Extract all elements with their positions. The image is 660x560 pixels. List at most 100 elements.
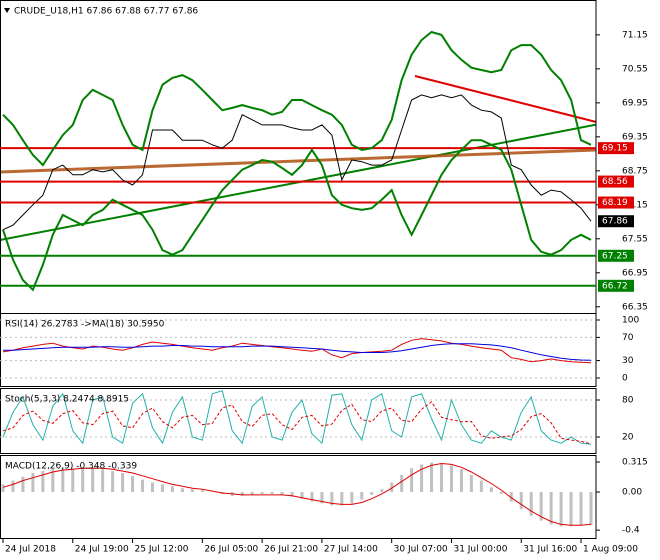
trend-lines — [0, 75, 596, 241]
panel-frame — [0, 455, 597, 539]
level-tag — [598, 142, 634, 155]
histogram-bar — [549, 492, 553, 525]
histogram-bar — [330, 492, 334, 506]
histogram-bar — [380, 489, 384, 493]
level-label: 68.19 — [602, 198, 628, 208]
menu-arrow — [4, 8, 10, 13]
y-tick-label: 68.75 — [622, 166, 648, 176]
histogram-bar — [190, 489, 194, 493]
trend-line — [0, 123, 596, 241]
x-tick-label: 26 Jul 05:00 — [204, 545, 258, 555]
histogram-bar — [150, 482, 154, 493]
y-tick-label: 67.55 — [622, 234, 648, 244]
histogram-bar — [579, 492, 583, 526]
histogram-bar — [111, 471, 115, 493]
panel-title: RSI(14) 26.2783 ->MA(18) 30.5950 — [5, 320, 165, 330]
histogram-bar — [260, 492, 264, 494]
y-tick-label: 20 — [622, 433, 634, 443]
histogram-bar — [489, 487, 493, 493]
x-tick-label: 25 Jul 12:00 — [135, 545, 189, 555]
histogram-bar — [21, 476, 25, 493]
histogram-bar — [250, 492, 254, 495]
trend-line — [0, 148, 596, 174]
histogram-bar — [360, 492, 364, 500]
histogram-bar — [529, 492, 533, 516]
y-tick-label: 30 — [622, 356, 634, 366]
histogram-bar — [121, 472, 125, 493]
panel-title: Stoch(5,3,3) 8.2474 8.8915 — [5, 395, 129, 405]
x-tick-label: 31 Jul 00:00 — [453, 545, 507, 555]
histogram-bar — [11, 480, 15, 493]
x-tick-label: 1 Aug 09:00 — [583, 545, 638, 555]
histogram-bar — [440, 463, 444, 493]
x-tick-label: 24 Jul 2018 — [5, 545, 56, 555]
price-label: 67.86 — [602, 217, 628, 227]
series-line — [2, 94, 592, 231]
panel-title: MACD(12,26,9) -0.348 -0.339 — [5, 462, 137, 472]
histogram-bar — [420, 464, 424, 493]
histogram-bar — [91, 468, 95, 493]
histogram-bar — [31, 472, 35, 493]
histogram-bar — [180, 488, 184, 493]
histogram-bar — [131, 475, 135, 493]
histogram-bar — [320, 492, 324, 504]
y-tick-label: 100 — [622, 315, 639, 325]
series-line — [3, 343, 592, 361]
y-tick-label: 0.00 — [622, 488, 642, 498]
price-tag — [598, 215, 634, 228]
panel-title: CRUDE_U18,H1 67.86 67.88 67.77 67.86 — [14, 7, 198, 17]
histogram-bar — [350, 492, 354, 504]
x-tick-label: 27 Jul 14:00 — [324, 545, 378, 555]
series-line — [2, 30, 592, 167]
histogram-bar — [71, 468, 75, 493]
histogram-bar — [509, 492, 513, 502]
series-line — [2, 390, 592, 445]
y-tick-label: 71.15 — [622, 30, 648, 40]
histogram-bar — [101, 469, 105, 493]
y-tick-label: 80 — [622, 395, 634, 405]
histogram-bar — [430, 462, 434, 493]
histogram-bar — [469, 474, 473, 493]
x-tick-label: 26 Jul 21:00 — [264, 545, 318, 555]
histogram-bar — [160, 484, 164, 493]
histogram-bar — [240, 492, 244, 496]
histogram-bar — [589, 492, 593, 526]
panel-frame — [0, 313, 597, 387]
histogram-bar — [400, 474, 404, 493]
y-tick-label: 66.95 — [622, 268, 648, 278]
histogram-bar — [459, 469, 463, 493]
level-label: 68.56 — [602, 177, 628, 187]
y-tick-label: 68.15 — [622, 200, 648, 210]
y-tick-label: 66.35 — [622, 302, 648, 312]
histogram-bar — [41, 471, 45, 493]
level-label: 69.15 — [602, 144, 628, 154]
histogram-bar — [81, 468, 85, 493]
level-tag — [598, 175, 634, 188]
trend-line — [414, 75, 596, 123]
series-line — [2, 139, 592, 292]
y-tick-label: 69.95 — [622, 98, 648, 108]
series-line — [2, 462, 592, 526]
histogram-bar — [499, 492, 503, 494]
histogram-bar — [310, 492, 314, 502]
y-tick-label: 70.55 — [622, 64, 648, 74]
histogram-bar — [340, 492, 344, 506]
histogram-bar — [290, 492, 294, 497]
histogram-bar — [449, 465, 453, 493]
histogram-bar — [370, 492, 374, 495]
histogram-bar — [170, 486, 174, 493]
x-tick-label: 31 Jul 16:00 — [523, 545, 577, 555]
y-tick-label: -0.4 — [622, 526, 640, 536]
level-label: 67.25 — [602, 251, 628, 261]
histogram-bar — [410, 468, 414, 493]
histogram-bar — [280, 492, 284, 495]
level-tag — [598, 279, 634, 292]
histogram-bar — [559, 492, 563, 527]
histogram-bar — [519, 492, 523, 510]
histogram-bar — [300, 492, 304, 499]
histogram-bar — [270, 492, 274, 494]
y-tick-label: 70 — [622, 333, 634, 343]
histogram-bar — [200, 490, 204, 493]
